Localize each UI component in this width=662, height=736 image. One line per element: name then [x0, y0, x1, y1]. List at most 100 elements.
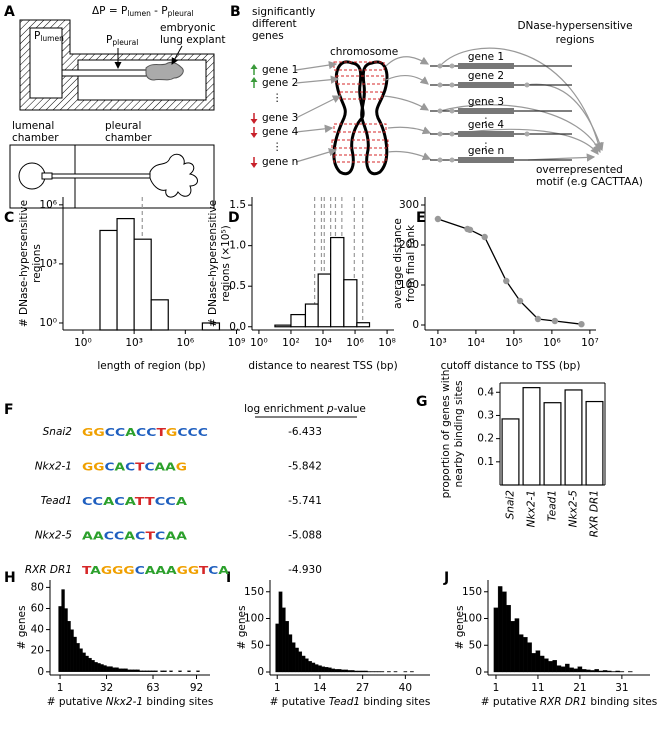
bar [506, 604, 511, 673]
bar [103, 665, 107, 672]
y-tick-label: 0 [475, 666, 482, 678]
logo-letter: A [176, 496, 188, 508]
x-tick-label: 10⁹ [228, 337, 246, 349]
y-tick-label: 0.1 [477, 456, 494, 468]
header-part: log enrichment [244, 403, 327, 415]
bar [543, 402, 562, 486]
y-axis-label: average distance [392, 218, 404, 309]
point [434, 215, 442, 223]
bar [304, 303, 319, 328]
logo-letter: G [93, 427, 104, 439]
bar [330, 236, 345, 328]
bar [343, 279, 358, 328]
y-tick-label: 0.4 [477, 386, 494, 398]
bar [497, 586, 503, 673]
bar [564, 389, 583, 486]
bar [94, 662, 98, 672]
panel-label: J [443, 570, 449, 586]
y-tick-label: 100 [399, 279, 419, 291]
bar [76, 643, 80, 672]
logo-letter: A [176, 531, 188, 543]
y-tick-label: 50 [251, 639, 264, 651]
pleural-chamber [77, 59, 207, 101]
motif-dot [437, 63, 443, 69]
motif-dot [437, 82, 443, 88]
link [387, 150, 432, 161]
y-axis-label: nearby binding sites [453, 381, 465, 488]
x-tick-label: 1 [274, 682, 281, 694]
x-tick-label: 40 [399, 682, 412, 694]
bar [370, 671, 375, 673]
chamber-label: chamber [105, 132, 152, 144]
logo-letter: A [165, 462, 177, 474]
bar [285, 621, 289, 673]
bar [344, 669, 349, 673]
bar [607, 670, 612, 673]
bar [97, 663, 101, 672]
bar [628, 671, 633, 673]
x-axis-label: # putative RXR DR1 binding sites [481, 696, 658, 708]
logo-letter: T [156, 427, 167, 439]
x-tick-label: 10⁵ [505, 337, 523, 349]
logo-letter: A [155, 565, 167, 577]
x-axis-label: distance to nearest TSS (bp) [248, 360, 397, 372]
bar [501, 418, 520, 486]
bar [357, 670, 362, 673]
links [295, 47, 604, 163]
x-tick-label: 10³ [429, 337, 447, 349]
x-tick-label: RXR DR1 [589, 490, 601, 537]
eq-part: ΔP = P [92, 5, 127, 17]
x-tick-label: 10⁶ [346, 337, 364, 349]
bar [347, 670, 352, 673]
eq-sub: lumen [127, 9, 151, 18]
panel-label: B [230, 4, 241, 20]
point [481, 233, 488, 241]
logo-letter: G [188, 565, 199, 577]
bar [518, 634, 524, 673]
arrow [171, 45, 183, 65]
gene-model-label: gene 3 [468, 96, 504, 108]
tube [61, 69, 149, 77]
bar [73, 636, 77, 672]
x-tick-label: 32 [100, 682, 113, 694]
y-tick-label: 150 [462, 586, 482, 598]
bar [502, 591, 507, 673]
logo-letter: C [125, 462, 135, 474]
bar [602, 670, 608, 673]
bar [275, 623, 280, 673]
logo-letter: T [135, 496, 146, 508]
panel-label: D [228, 210, 240, 226]
logo-letter: A [165, 531, 177, 543]
bar [160, 670, 164, 672]
logo-letter: A [166, 565, 178, 577]
link [385, 56, 430, 67]
x-axis-label: cutoff distance to TSS (bp) [441, 360, 581, 372]
bar [163, 670, 167, 672]
x-tick-label: Tead1 [547, 490, 559, 521]
bar [548, 661, 553, 673]
ellipsis: ⋮ [481, 141, 492, 153]
table-header: log enrichment p-value [244, 403, 366, 415]
bar [560, 666, 566, 673]
logo-letter: C [104, 462, 114, 474]
y-tick-label: 40 [31, 624, 44, 636]
x-tick-label: 10⁴ [467, 337, 485, 349]
link [439, 47, 603, 152]
x-tick-label: 21 [573, 682, 586, 694]
bar [88, 657, 92, 672]
motif-name: Nkx2-5 [35, 530, 73, 542]
genes-title: genes [252, 30, 284, 42]
x-axis-label-part: Tead1 [329, 696, 360, 708]
logo-letter: A [125, 427, 137, 439]
gene-label: gene 2 [262, 77, 298, 89]
header-part: p [326, 403, 334, 415]
bar [118, 668, 122, 672]
logo-letter: G [93, 462, 104, 474]
bar [61, 589, 65, 672]
bar [577, 666, 583, 673]
motif-label: motif (e.g CACTTAA) [536, 176, 643, 188]
bar [288, 634, 293, 673]
bar [130, 669, 134, 672]
